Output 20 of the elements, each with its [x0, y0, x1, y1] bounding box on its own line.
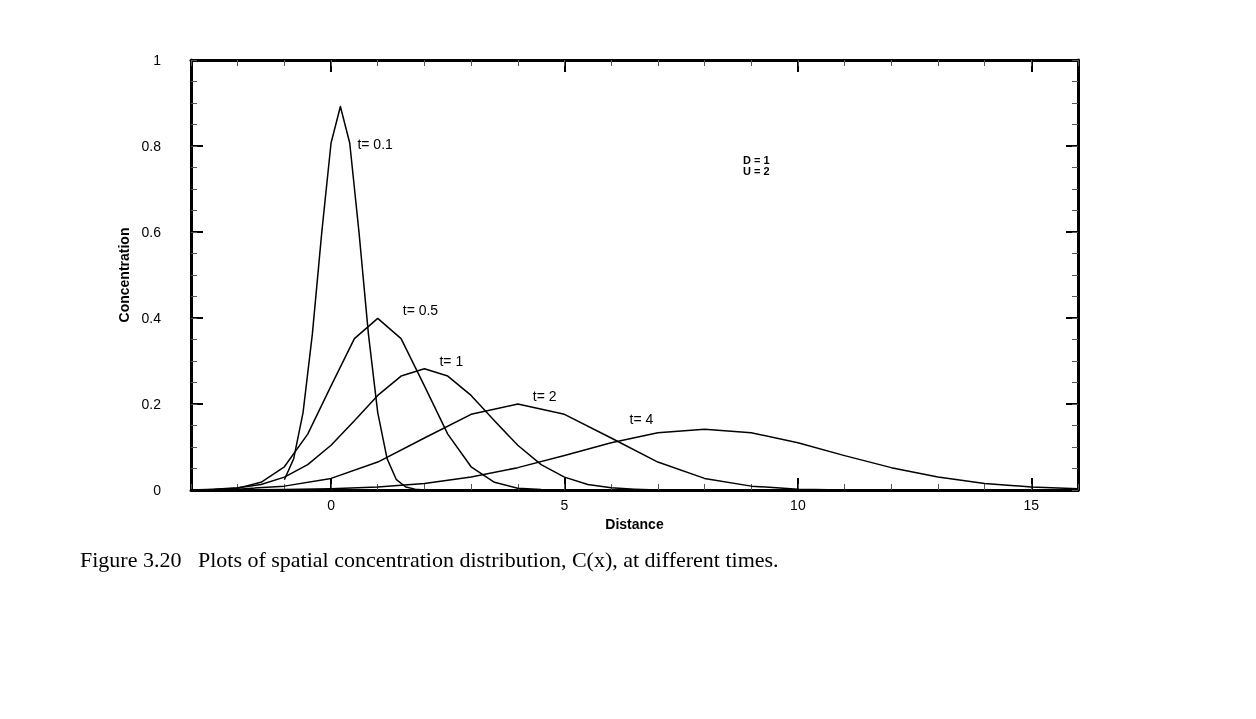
y-tick-label: 0.4	[141, 310, 162, 326]
series-label: t= 0.1	[357, 136, 394, 153]
caption: Figure 3.20 Plots of spatial concentration distribution, C(x), at different times.	[80, 546, 779, 572]
series-label: t= 2	[532, 388, 557, 404]
y-tick-label: 0	[153, 482, 162, 498]
series-label: t= 1	[439, 352, 464, 369]
series-label: t= 4	[629, 411, 654, 428]
x-tick-label: 10	[790, 497, 806, 513]
y-tick-label: 0.6	[141, 224, 162, 240]
x-tick-label: 5	[560, 497, 569, 513]
x-axis-title: Distance	[605, 515, 664, 532]
y-axis-title: Concentration	[115, 227, 132, 323]
x-tick-label: 0	[327, 497, 336, 513]
annotation: U = 2	[743, 164, 770, 177]
y-tick-label: 1	[153, 52, 162, 68]
x-tick-label: 15	[1023, 497, 1040, 513]
annotation: D = 1	[743, 153, 770, 166]
y-tick-label: 0.8	[141, 138, 162, 154]
series-label: t= 0.5	[402, 302, 439, 319]
y-tick-label: 0.2	[141, 396, 162, 412]
